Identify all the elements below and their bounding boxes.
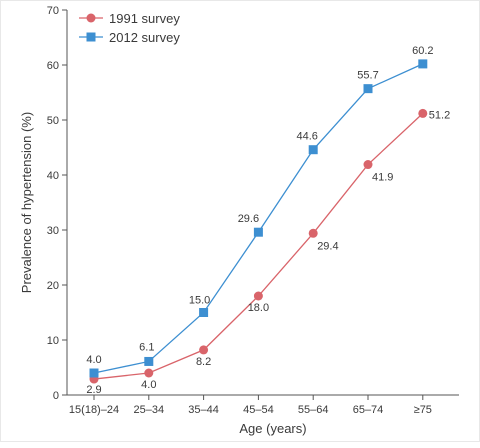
y-tick-label: 70 <box>47 5 59 17</box>
data-label: 44.6 <box>296 131 317 143</box>
data-point <box>253 291 263 301</box>
data-point <box>308 145 318 155</box>
series-layer: 2.9 4.0 8.2 18.0 29.4 41.9 51.2 4.0 6.1 15.0 29.6 4… <box>86 45 450 396</box>
y-tick-label: 50 <box>47 115 59 127</box>
data-label: 60.2 <box>412 45 433 57</box>
data-point <box>363 84 373 94</box>
data-label: 41.9 <box>372 172 393 184</box>
y-tick-label: 10 <box>47 335 59 347</box>
data-label: 8.2 <box>196 356 211 368</box>
data-point <box>363 160 373 170</box>
data-point <box>418 59 428 69</box>
x-tick-label: 25–34 <box>134 404 165 416</box>
data-point <box>308 228 318 238</box>
y-axis-title: Prevalence of hypertension (%) <box>19 112 34 293</box>
legend-label: 2012 survey <box>109 30 180 45</box>
series-line-1 <box>93 112 424 380</box>
data-point <box>199 345 209 355</box>
data-point <box>144 356 154 366</box>
data-label: 4.0 <box>141 379 156 391</box>
x-tick-label: 65–74 <box>353 404 384 416</box>
data-label: 51.2 <box>429 109 450 121</box>
y-tick-label: 60 <box>47 60 59 72</box>
axes: 0 10 20 30 40 50 60 70 15(18)–24 25–34 35–44 45–54 5… <box>19 5 459 436</box>
y-tick-label: 40 <box>47 170 59 182</box>
x-tick-label: 15(18)–24 <box>69 404 119 416</box>
data-point <box>253 227 263 237</box>
legend: 1991 survey 2012 survey <box>79 11 180 45</box>
data-point <box>144 368 154 378</box>
x-tick-label: ≥75 <box>414 404 432 416</box>
x-tick-label: 35–44 <box>188 404 219 416</box>
data-label: 18.0 <box>248 302 269 314</box>
x-axis-title: Age (years) <box>239 421 306 436</box>
data-label: 55.7 <box>357 70 378 82</box>
x-tick-label: 55–64 <box>298 404 329 416</box>
data-label: 29.4 <box>317 240 338 252</box>
x-tick-label: 45–54 <box>243 404 274 416</box>
y-tick-label: 20 <box>47 280 59 292</box>
legend-marker <box>86 32 96 42</box>
legend-label: 1991 survey <box>109 11 180 26</box>
data-point <box>418 108 428 118</box>
legend-marker <box>86 13 96 23</box>
y-tick-label: 30 <box>47 225 59 237</box>
data-label: 4.0 <box>86 354 101 366</box>
data-label: 6.1 <box>139 341 154 353</box>
data-label: 29.6 <box>238 213 259 225</box>
data-point <box>199 308 209 317</box>
data-point <box>89 368 99 378</box>
data-label: 2.9 <box>86 384 101 396</box>
data-label: 15.0 <box>189 295 210 307</box>
y-tick-label: 0 <box>53 390 59 402</box>
